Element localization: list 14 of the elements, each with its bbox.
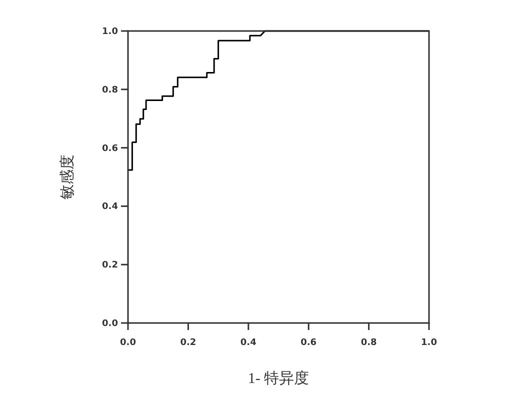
x-tick-label: 0.6 bbox=[300, 338, 317, 348]
x-tick-label: 1.0 bbox=[421, 338, 437, 348]
y-tick-label: 0.2 bbox=[102, 260, 118, 271]
y-tick-label: 0.6 bbox=[102, 144, 118, 154]
x-axis-title: 1- 特异度 bbox=[248, 370, 310, 387]
y-axis-title: 敏感度 bbox=[59, 154, 76, 200]
y-tick-label: 0.4 bbox=[102, 202, 118, 212]
y-tick-label: 1.0 bbox=[102, 27, 118, 37]
y-tick-label: 0.0 bbox=[102, 319, 118, 329]
x-tick-label: 0.4 bbox=[240, 338, 256, 348]
y-tick-label: 0.8 bbox=[102, 85, 118, 96]
x-tick-label: 0.0 bbox=[120, 338, 136, 348]
x-tick-label: 0.2 bbox=[180, 338, 196, 348]
x-tick-label: 0.8 bbox=[360, 338, 377, 348]
